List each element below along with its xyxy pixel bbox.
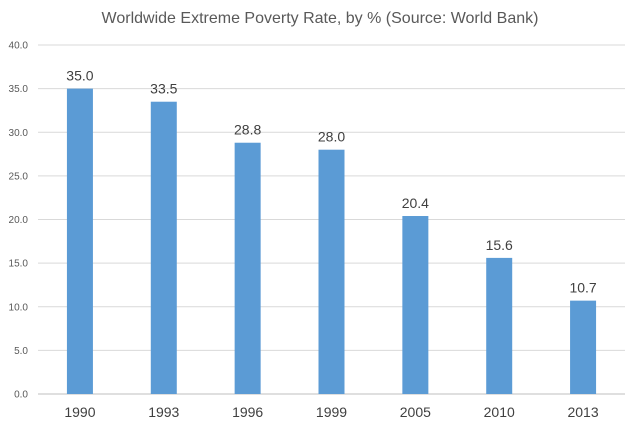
x-tick-label: 1996	[232, 404, 263, 420]
x-tick-label: 2013	[567, 404, 598, 420]
y-tick-label: 5.0	[14, 346, 28, 357]
data-label: 28.0	[318, 129, 345, 145]
bar	[486, 257, 513, 394]
y-tick-label: 15.0	[9, 259, 29, 270]
y-tick-label: 10.0	[9, 302, 29, 313]
bar	[402, 216, 429, 394]
data-label: 15.6	[486, 237, 513, 253]
y-tick-label: 0.0	[14, 390, 28, 401]
x-tick-label: 2010	[484, 404, 515, 420]
x-tick-label: 1990	[64, 404, 95, 420]
x-tick-label: 1999	[316, 404, 347, 420]
bar	[150, 101, 177, 395]
y-tick-label: 25.0	[9, 171, 29, 182]
y-tick-label: 30.0	[9, 128, 29, 139]
bar	[570, 300, 597, 394]
y-tick-label: 40.0	[9, 41, 29, 52]
x-tick-label: 1993	[148, 404, 179, 420]
x-tick-label: 2005	[400, 404, 431, 420]
bar	[234, 142, 261, 394]
data-label: 33.5	[150, 81, 177, 97]
bar	[66, 88, 93, 394]
data-label: 28.8	[234, 122, 261, 138]
data-label: 35.0	[66, 68, 93, 84]
data-label: 10.7	[569, 280, 596, 296]
data-label: 20.4	[402, 195, 429, 211]
chart-title: Worldwide Extreme Poverty Rate, by % (So…	[101, 10, 539, 27]
bar	[318, 149, 345, 394]
y-tick-label: 20.0	[9, 215, 29, 226]
y-tick-label: 35.0	[9, 84, 29, 95]
